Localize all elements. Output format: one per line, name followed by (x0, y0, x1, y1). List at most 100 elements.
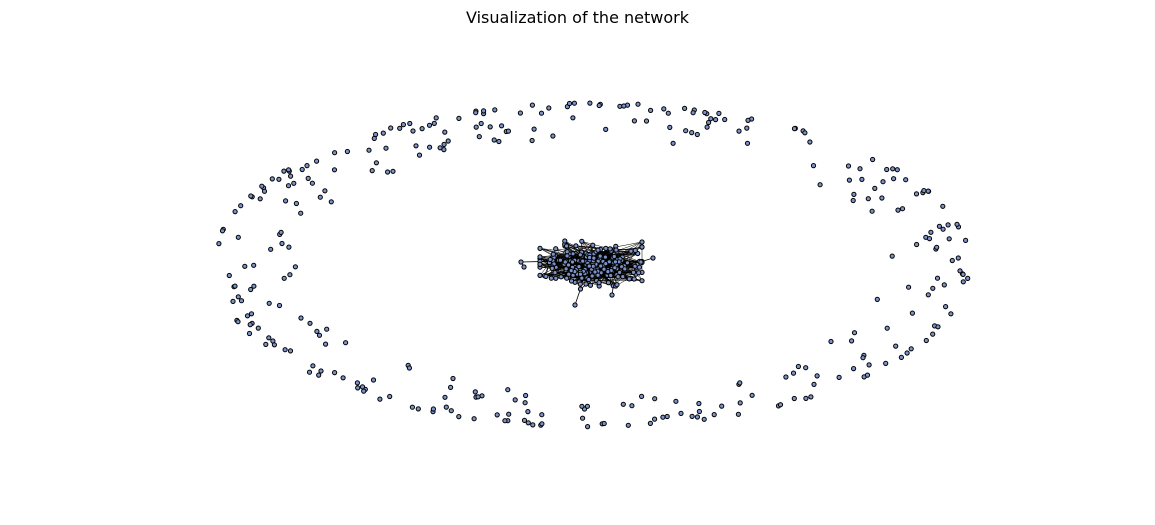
isolated-node (538, 110, 545, 116)
isolated-node (415, 406, 421, 412)
isolated-node (369, 168, 375, 174)
isolated-node (383, 145, 389, 151)
network-edge (597, 274, 618, 285)
isolated-node (949, 257, 955, 264)
isolated-node (678, 410, 684, 416)
isolated-node (314, 328, 320, 334)
component-node (636, 264, 643, 270)
isolated-node (331, 167, 338, 173)
isolated-node (661, 106, 667, 112)
isolated-node (283, 198, 289, 204)
isolated-node (388, 125, 394, 131)
isolated-node (255, 325, 261, 331)
isolated-node (828, 338, 834, 345)
isolated-node (914, 241, 920, 248)
isolated-node (711, 412, 717, 418)
isolated-node (287, 272, 293, 278)
isolated-node (850, 197, 856, 204)
isolated-node (505, 128, 511, 134)
component-node (586, 276, 592, 283)
isolated-node (941, 282, 947, 288)
isolated-node (406, 365, 412, 371)
component-node (587, 282, 594, 288)
component-node (626, 276, 632, 282)
isolated-node (689, 413, 695, 419)
component-node (617, 269, 623, 275)
isolated-node (248, 286, 254, 293)
component-node (537, 245, 543, 251)
isolated-node (282, 347, 288, 353)
isolated-node (899, 206, 906, 212)
component-node (549, 265, 555, 271)
isolated-node (306, 369, 313, 375)
isolated-node (523, 392, 529, 399)
isolated-node (531, 126, 537, 132)
isolated-node (298, 210, 304, 216)
isolated-node (884, 325, 890, 331)
isolated-node (783, 374, 789, 380)
isolated-node (716, 110, 722, 117)
isolated-node (795, 363, 802, 370)
isolated-node (802, 130, 808, 136)
isolated-node (522, 400, 528, 406)
isolated-node (811, 381, 817, 387)
isolated-node (625, 422, 631, 428)
isolated-node (810, 163, 817, 169)
isolated-node (442, 129, 448, 135)
isolated-node (324, 326, 330, 332)
isolated-node (722, 116, 728, 123)
isolated-node (696, 400, 702, 407)
isolated-node (596, 102, 602, 109)
component-node (577, 286, 584, 292)
isolated-node (344, 148, 350, 155)
isolated-node (880, 179, 886, 185)
isolated-node (652, 416, 658, 422)
isolated-node (791, 395, 797, 402)
component-node (566, 271, 572, 277)
isolated-node (279, 240, 285, 247)
isolated-node (648, 107, 654, 114)
isolated-node (620, 401, 626, 407)
isolated-node (433, 115, 439, 121)
isolated-node (525, 409, 531, 415)
isolated-node (948, 311, 954, 317)
isolated-node (817, 182, 823, 188)
component-node (572, 302, 578, 308)
isolated-node (359, 384, 366, 390)
isolated-node (276, 302, 283, 309)
isolated-node (587, 100, 593, 106)
isolated-node (960, 271, 966, 277)
component-node (636, 270, 642, 276)
isolated-node (310, 363, 316, 369)
isolated-node (879, 195, 885, 201)
network-edge (574, 288, 581, 306)
isolated-node (629, 403, 635, 409)
isolated-node (955, 255, 961, 261)
component-node (605, 269, 611, 275)
isolated-node (860, 355, 866, 361)
isolated-node (328, 199, 334, 205)
isolated-node (665, 110, 671, 116)
component-node (622, 266, 628, 272)
component-node (550, 251, 556, 257)
isolated-node (248, 193, 254, 199)
isolated-node (744, 140, 751, 146)
component-node (586, 263, 592, 269)
isolated-node (814, 373, 820, 379)
isolated-node (481, 108, 487, 114)
isolated-node (957, 268, 963, 274)
isolated-node (943, 304, 949, 310)
isolated-node (934, 275, 941, 281)
component-node (562, 259, 568, 265)
isolated-node (216, 241, 222, 247)
isolated-node (601, 420, 607, 427)
isolated-node (866, 362, 872, 368)
component-node (650, 255, 656, 261)
isolated-node (235, 319, 241, 325)
isolated-node (472, 389, 478, 395)
component-node (568, 268, 574, 274)
isolated-node (744, 125, 750, 131)
isolated-node (913, 191, 920, 197)
isolated-node (494, 412, 500, 418)
isolated-node (930, 331, 936, 337)
